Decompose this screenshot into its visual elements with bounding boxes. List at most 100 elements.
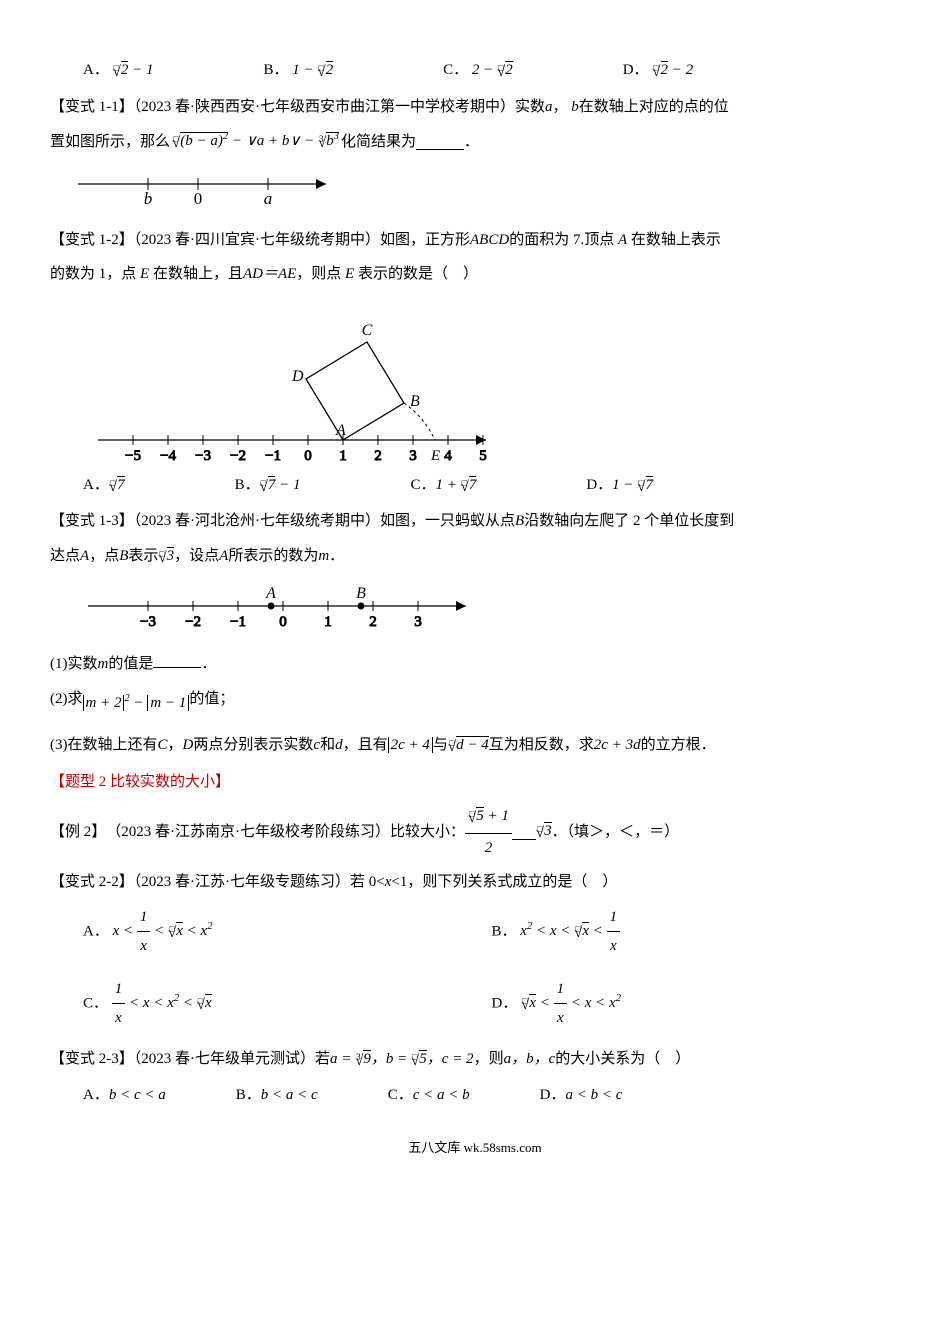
A: A [80,548,89,564]
svg-text:−1: −1 [230,614,246,630]
var-a: a [545,99,553,115]
svg-text:0: 0 [279,614,287,630]
tag: 【变式 1-3】 [50,513,134,529]
value: □√7 [109,477,125,493]
b: 的值是 [108,656,153,672]
opt-B: B．b < a < c [236,1081,318,1110]
stem-b: ．（填＞，＜，＝） [552,818,680,847]
ABCD: ABCD [470,232,509,248]
C: C [158,737,168,753]
svg-text:−4: −4 [160,448,176,464]
svg-text:3: 3 [414,614,422,630]
label: D． [492,995,518,1011]
d: d [335,737,343,753]
variant-1-1-figure: b 0 a [78,164,900,208]
comma: ， [168,737,183,753]
svg-text:B: B [356,585,366,602]
opt-B: B．□√7 − 1 [235,471,301,502]
value: c < a < b [413,1087,470,1103]
value: 1x < x < x2 < □√x [112,995,212,1011]
abs-expr: 2c + 4 [388,737,433,753]
value: 1 + □√7 [435,477,476,493]
svg-text:E: E [430,448,440,464]
expr: □√(b − a)2 − ∨a + b∨ − 3√b3 [170,127,341,158]
svg-text:4: 4 [444,448,452,464]
sqrt-expr: □√d − 4 [448,737,489,753]
svg-text:b: b [144,189,153,208]
variant-1-3-q2: (2)求m + 22 − m − 1的值； [50,685,900,718]
q0-opt-B: B． 1 − □√2 [263,56,333,87]
label: C． [83,995,108,1011]
svg-text:B: B [410,393,420,410]
e: 互为相反数，求 [489,737,594,753]
svg-text:−3: −3 [195,448,211,464]
a: 若 [315,1051,330,1067]
opt-B: B． x2 < x < □√x < 1x [492,903,901,961]
svg-text:C: C [362,322,373,339]
label: C． [443,62,468,78]
opt-D: D．1 − □√7 [586,471,653,502]
D: D [183,737,194,753]
variant-1-3-q1: (1)实数m的值是 ． [50,650,900,679]
source: （2023 春·河北沧州·七年级统考期中） [134,513,380,529]
B: B [515,513,524,529]
answer-blank [153,652,201,668]
value: □√2 − 2 [652,62,693,78]
label: A． [83,923,109,939]
stem-a: 比较大小： [390,818,465,847]
value: 1 − □√2 [292,62,333,78]
svg-text:1: 1 [339,448,347,464]
variant-2-2: 【变式 2-2】（2023 春·江苏·七年级专题练习）若 0<x<1，则下列关系… [50,868,900,897]
svg-text:3: 3 [409,448,417,464]
expr: m + 22 − m − 1 [83,695,190,711]
svg-text:5: 5 [479,448,487,464]
value: □√2 − 1 [113,62,154,78]
variant-1-2-line2: 的数为 1，点 E 在数轴上，且AD＝AE，则点 E 表示的数是（ ） [50,260,900,289]
stem-b: 在数轴上对应的点的位 [579,99,729,115]
value: 2 − □√2 [472,62,513,78]
tag: 【变式 2-2】 [50,874,134,890]
footer: 五八文库 wk.58sms.com [50,1136,900,1161]
c2: ，且有 [343,737,388,753]
label: B． [492,923,517,939]
ADeqAE: AD＝AE [243,266,296,282]
period: ． [329,548,344,564]
label: D． [540,1087,566,1103]
value: □√x < 1x < x < x2 [521,995,621,1011]
svg-text:0: 0 [304,448,312,464]
q0-opt-A: A． □√2 − 1 [83,56,153,87]
a: (1)实数 [50,656,98,672]
example-2: 【例 2】（2023 春·江苏南京·七年级校考阶段练习）比较大小： □√5 + … [50,802,900,862]
svg-text:−5: −5 [125,448,141,464]
opt-D: D．a < b < c [540,1081,623,1110]
E2: E [345,266,354,282]
opt-A: A．□√7 [83,471,125,502]
m: m [98,656,109,672]
stem-a: 实数 [515,99,545,115]
variant-1-3-figure: −3 −2 −1 0 1 2 3 A B [78,578,900,632]
c: ，则点 [296,266,345,282]
title: 【题型 2 比较实数的大小】 [50,774,230,790]
svg-text:−1: −1 [265,448,281,464]
source: （2023 春·江苏·七年级专题练习） [134,874,350,890]
svg-text:1: 1 [324,614,332,630]
value: x2 < x < □√x < 1x [520,923,620,939]
e: 所表示的数为 [228,548,318,564]
variant-1-2-options: A．□√7 B．□√7 − 1 C．1 + □√7 D．1 − □√7 [50,471,900,502]
E: E [140,266,149,282]
b: ，点 [89,548,119,564]
value: a < b < c [565,1087,622,1103]
defs: a = 3√9，b = □√5，c = 2 [330,1051,474,1067]
label: B． [235,477,260,493]
svg-text:2: 2 [374,448,382,464]
b: 的值； [189,691,234,707]
svg-text:D: D [291,368,304,385]
variant-1-1-line2: 置如图所示，那么 □√(b − a)2 − ∨a + b∨ − 3√b3 化简结… [50,127,900,158]
svg-text:−2: −2 [185,614,201,630]
opt-C: C． 1x < x < x2 < □√x [83,975,492,1033]
value: b < a < c [261,1087,318,1103]
period: ． [201,656,216,672]
svg-text:a: a [264,189,273,208]
source: （2023 春·四川宜宾·七年级统考期中） [134,232,380,248]
tag: 【变式 2-3】 [50,1051,134,1067]
